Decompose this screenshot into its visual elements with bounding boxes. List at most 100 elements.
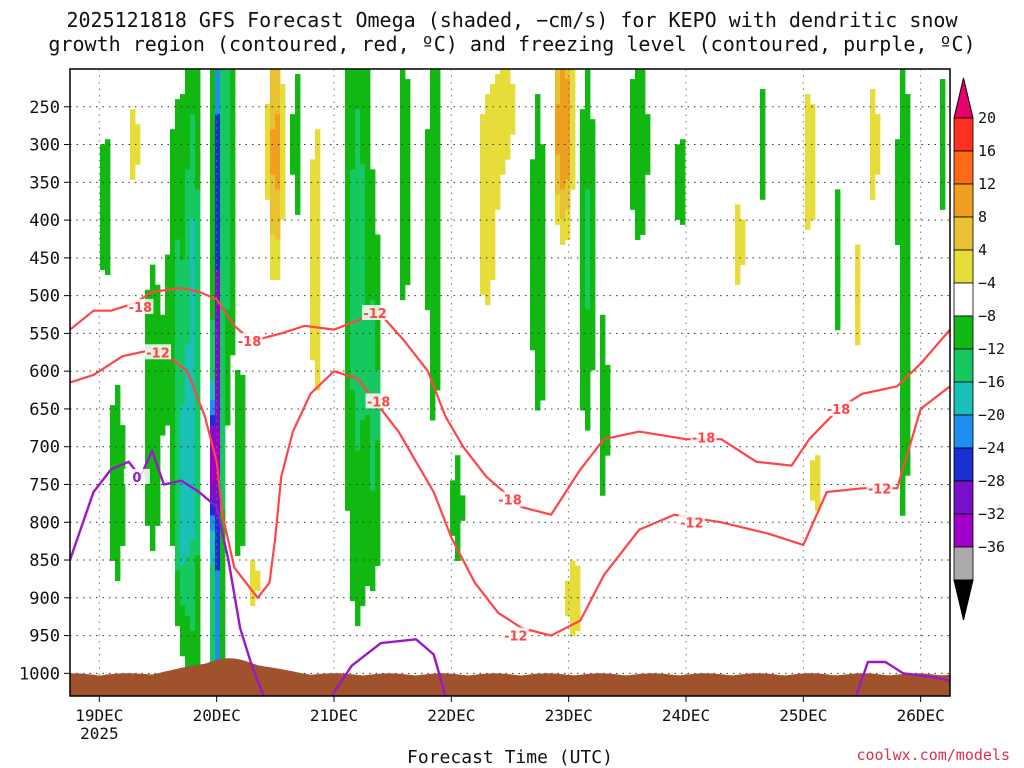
omega-cell [735, 249, 741, 255]
omega-cell [635, 214, 641, 220]
omega-cell [195, 214, 201, 220]
omega-cell [235, 390, 241, 396]
omega-cell [485, 299, 491, 306]
omega-cell [555, 174, 561, 180]
omega-cell [120, 470, 126, 476]
omega-cell [155, 329, 161, 336]
omega-cell [485, 184, 491, 190]
omega-cell [360, 109, 366, 115]
omega-cell [145, 400, 151, 406]
omega-cell [495, 194, 501, 200]
omega-cell [635, 144, 641, 150]
omega-cell [215, 415, 221, 421]
omega-cell [170, 294, 176, 301]
omega-cell [365, 520, 371, 526]
omega-cell [835, 229, 841, 235]
omega-cell [220, 405, 226, 411]
omega-cell [835, 299, 841, 306]
omega-cell [190, 74, 196, 80]
omega-cell [185, 410, 191, 416]
omega-cell [240, 450, 246, 456]
omega-cell [365, 284, 371, 291]
omega-cell [110, 535, 116, 541]
omega-cell [940, 159, 946, 165]
omega-cell [270, 209, 276, 215]
omega-cell [580, 359, 586, 366]
omega-cell [405, 164, 411, 170]
omega-cell [240, 420, 246, 426]
omega-cell [360, 149, 366, 155]
omega-cell [185, 480, 191, 486]
omega-cell [110, 550, 116, 556]
omega-cell [425, 129, 431, 135]
omega-cell [155, 475, 161, 481]
omega-cell [350, 379, 356, 386]
omega-cell [195, 139, 201, 145]
omega-cell [645, 114, 651, 120]
omega-cell [190, 94, 196, 100]
omega-cell [760, 129, 766, 135]
omega-cell [490, 134, 496, 140]
omega-cell [220, 460, 226, 466]
omega-cell [580, 224, 586, 230]
omega-cell [430, 169, 436, 175]
omega-cell [560, 129, 566, 135]
omega-cell [175, 164, 181, 170]
omega-cell [435, 314, 441, 321]
omega-cell [810, 470, 816, 476]
omega-cell [180, 470, 186, 476]
omega-cell [680, 139, 686, 145]
omega-cell [535, 169, 541, 175]
omega-cell [230, 289, 236, 296]
omega-cell [590, 249, 596, 255]
omega-cell [640, 109, 646, 115]
omega-cell [455, 495, 461, 501]
omega-cell [170, 284, 176, 291]
omega-cell [155, 415, 161, 421]
omega-cell [345, 164, 351, 170]
omega-cell [585, 79, 591, 85]
omega-cell [405, 264, 411, 271]
omega-cell [555, 219, 561, 225]
omega-cell [760, 139, 766, 145]
omega-cell [210, 119, 216, 125]
omega-cell [110, 425, 116, 431]
omega-cell [195, 259, 201, 266]
omega-cell [180, 505, 186, 511]
omega-cell [120, 460, 126, 466]
omega-cell [175, 520, 181, 526]
omega-cell [565, 104, 571, 110]
omega-cell [430, 214, 436, 220]
omega-cell [495, 134, 501, 140]
omega-cell [585, 334, 591, 341]
omega-cell [280, 149, 286, 155]
omega-cell [490, 99, 496, 105]
omega-cell [590, 229, 596, 235]
omega-cell [490, 219, 496, 225]
omega-cell [365, 239, 371, 245]
omega-cell [810, 144, 816, 150]
omega-cell [170, 475, 176, 481]
omega-cell [105, 239, 111, 245]
omega-cell [365, 279, 371, 286]
omega-cell [225, 99, 231, 105]
omega-cell [435, 274, 441, 281]
omega-cell [215, 294, 221, 301]
omega-cell [815, 460, 821, 466]
omega-cell [185, 354, 191, 361]
omega-cell [455, 465, 461, 471]
omega-cell [535, 114, 541, 120]
omega-cell [495, 189, 501, 195]
omega-cell [605, 369, 611, 376]
omega-cell [635, 209, 641, 215]
omega-cell [220, 625, 226, 632]
omega-cell [680, 159, 686, 165]
omega-cell [180, 405, 186, 411]
omega-cell [175, 575, 181, 582]
omega-cell [355, 204, 361, 210]
omega-cell [225, 284, 231, 291]
omega-cell [170, 234, 176, 240]
omega-cell [530, 269, 536, 276]
omega-cell [215, 104, 221, 110]
omega-cell [560, 224, 566, 230]
